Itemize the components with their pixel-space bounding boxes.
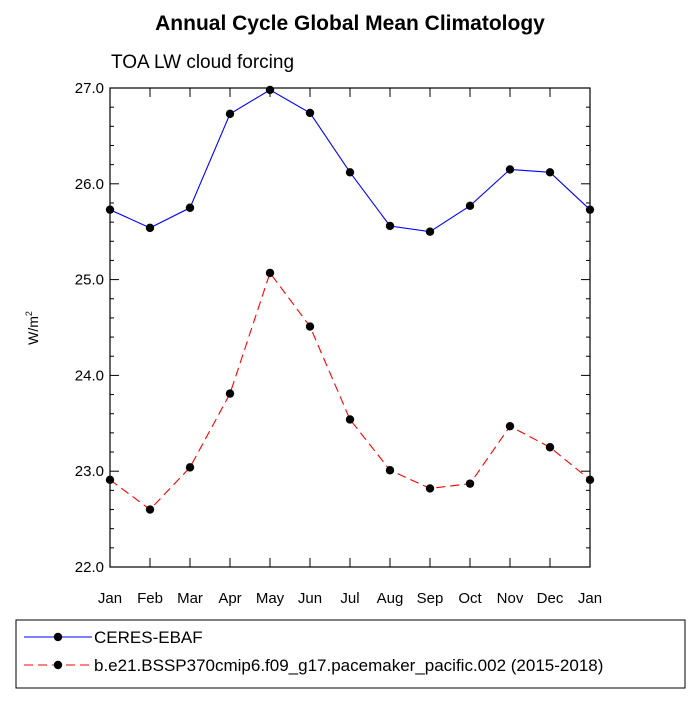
data-point: [505, 165, 515, 174]
x-tick-label: Jan: [98, 590, 122, 607]
y-tick-label: 22.0: [75, 559, 104, 576]
data-point: [225, 109, 235, 119]
x-tick-label: Jul: [340, 590, 359, 607]
data-point: [185, 203, 195, 212]
data-point: [145, 505, 155, 514]
y-tick-label: 26.0: [75, 176, 104, 193]
data-point: [305, 322, 315, 331]
chart-subtitle: TOA LW cloud forcing: [111, 52, 294, 73]
data-point: [465, 201, 475, 211]
legend-marker-1: [53, 632, 63, 642]
series-2: [105, 268, 595, 514]
y-tick-label: 23.0: [75, 463, 104, 480]
series-line: [109, 271, 591, 511]
y-tick-label: 27.0: [75, 80, 104, 97]
plot-frame: [109, 87, 591, 568]
x-tick-label: Jan: [578, 590, 602, 607]
data-point: [145, 223, 155, 233]
x-tick-label: Aug: [377, 590, 404, 607]
data-point: [265, 268, 275, 278]
data-point: [425, 227, 435, 236]
x-tick-label: Feb: [137, 590, 163, 607]
data-point: [465, 479, 475, 488]
data-point: [345, 168, 355, 177]
series-line: [109, 89, 591, 233]
y-axis-label-unit: W/m: [25, 316, 41, 345]
y-tick-label: 24.0: [75, 367, 104, 384]
legend-label-1: CERES-EBAF: [94, 628, 203, 647]
x-tick-label: Jun: [298, 590, 322, 607]
data-point: [185, 463, 195, 472]
x-tick-label: Mar: [177, 590, 203, 607]
data-point: [385, 221, 395, 231]
data-point: [425, 484, 435, 493]
legend: CERES-EBAF b.e21.BSSP370cmip6.f09_g17.pac…: [15, 619, 686, 689]
data-point: [545, 168, 555, 177]
series-layer: [105, 85, 595, 514]
chart-title: Annual Cycle Global Mean Climatology: [155, 12, 545, 35]
data-point: [585, 205, 595, 214]
y-axis-label: W/m2: [24, 311, 41, 345]
data-point: [505, 421, 515, 431]
x-tick-label: Apr: [218, 590, 241, 607]
data-point: [545, 443, 555, 452]
plot-axes: 22.0 23.0 24.0 25.0 26.0 27.0 Jan Feb Mar Apr May J…: [75, 80, 602, 607]
x-tick-label: Dec: [537, 590, 564, 607]
legend-box: [15, 619, 686, 689]
data-point: [385, 466, 395, 475]
y-axis-label-superscript: 2: [24, 311, 34, 316]
series-1: [105, 85, 595, 236]
data-point: [585, 475, 595, 485]
x-tick-label: Sep: [417, 590, 444, 607]
data-point: [265, 85, 275, 95]
data-point: [225, 389, 235, 398]
x-tick-label: Nov: [497, 590, 524, 607]
data-point: [345, 415, 355, 424]
x-tick-label: Oct: [458, 590, 482, 607]
data-point: [105, 475, 115, 485]
x-tick-label: May: [256, 590, 285, 607]
legend-label-2: b.e21.BSSP370cmip6.f09_g17.pacemaker_pac…: [94, 656, 603, 675]
y-tick-label: 25.0: [75, 272, 104, 289]
data-point: [105, 205, 115, 214]
data-point: [305, 108, 315, 118]
legend-marker-2: [53, 660, 63, 670]
